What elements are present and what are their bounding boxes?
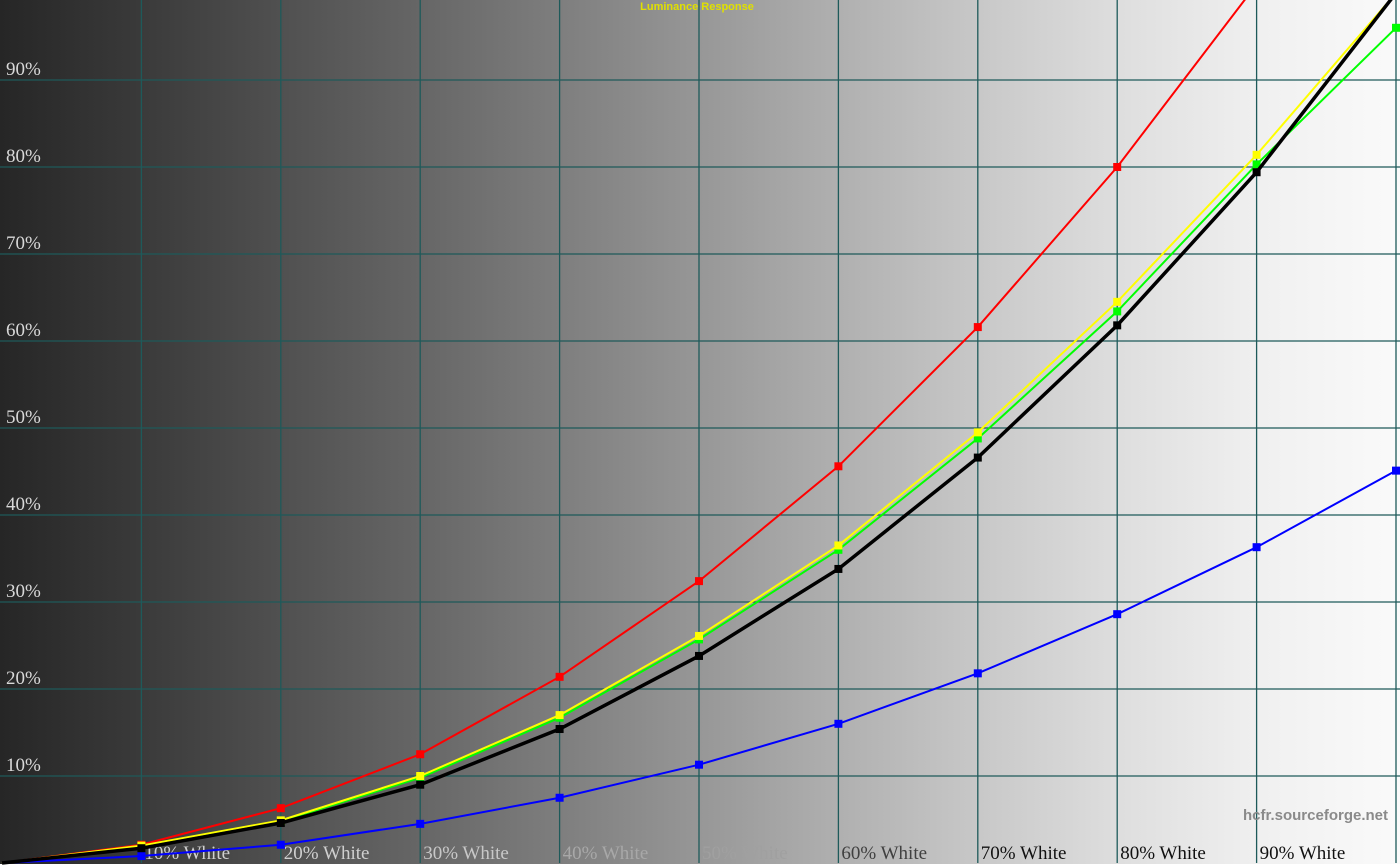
- data-point: [1392, 466, 1400, 475]
- y-tick-label: 60%: [6, 320, 41, 341]
- data-point: [1113, 307, 1122, 316]
- data-point: [416, 819, 425, 828]
- y-tick-label: 40%: [6, 494, 41, 515]
- x-tick-label: 80% White: [1120, 843, 1206, 864]
- y-tick-label: 90%: [6, 59, 41, 80]
- x-tick-label: 40% White: [563, 843, 649, 864]
- data-point: [276, 818, 285, 827]
- data-point: [555, 725, 564, 734]
- data-point: [834, 462, 843, 471]
- x-tick-label: 10% White: [144, 843, 230, 864]
- data-point: [555, 672, 564, 681]
- data-point: [1252, 160, 1261, 169]
- y-tick-label: 20%: [6, 668, 41, 689]
- data-point: [834, 541, 843, 550]
- data-point: [695, 760, 703, 769]
- y-tick-label: 10%: [6, 755, 41, 776]
- x-tick-label: 90% White: [1260, 843, 1346, 864]
- x-tick-label: 70% White: [981, 843, 1067, 864]
- data-point: [276, 804, 285, 813]
- x-tick-label: 20% White: [284, 843, 370, 864]
- data-point: [137, 852, 146, 861]
- data-point: [973, 434, 982, 443]
- x-tick-label: 30% White: [423, 843, 509, 864]
- data-point: [973, 453, 982, 462]
- x-tick-label: 60% White: [841, 843, 927, 864]
- data-point: [416, 780, 425, 789]
- data-point: [695, 651, 703, 660]
- data-point: [695, 631, 703, 640]
- y-tick-label: 30%: [6, 581, 41, 602]
- data-point: [973, 323, 982, 332]
- data-point: [555, 711, 564, 720]
- data-point: [416, 772, 425, 780]
- data-point: [1392, 23, 1400, 32]
- data-point: [1252, 150, 1261, 159]
- data-point: [834, 719, 843, 728]
- data-point: [834, 564, 843, 573]
- bottom-border: [0, 864, 1400, 867]
- data-point: [1252, 168, 1261, 177]
- data-point: [416, 750, 425, 759]
- data-point: [1113, 610, 1122, 619]
- x-tick-label: 50% White: [702, 843, 788, 864]
- y-tick-label: 70%: [6, 233, 41, 254]
- data-point: [137, 844, 146, 853]
- data-point: [695, 577, 703, 586]
- data-point: [276, 840, 285, 849]
- data-point: [973, 428, 982, 437]
- y-tick-label: 50%: [6, 407, 41, 428]
- y-tick-label: 80%: [6, 146, 41, 167]
- data-point: [1113, 297, 1122, 306]
- data-point: [1252, 543, 1261, 552]
- data-point: [834, 545, 843, 554]
- data-point: [555, 793, 564, 802]
- data-point: [1113, 163, 1122, 171]
- data-point: [1113, 321, 1122, 330]
- data-point: [973, 669, 982, 678]
